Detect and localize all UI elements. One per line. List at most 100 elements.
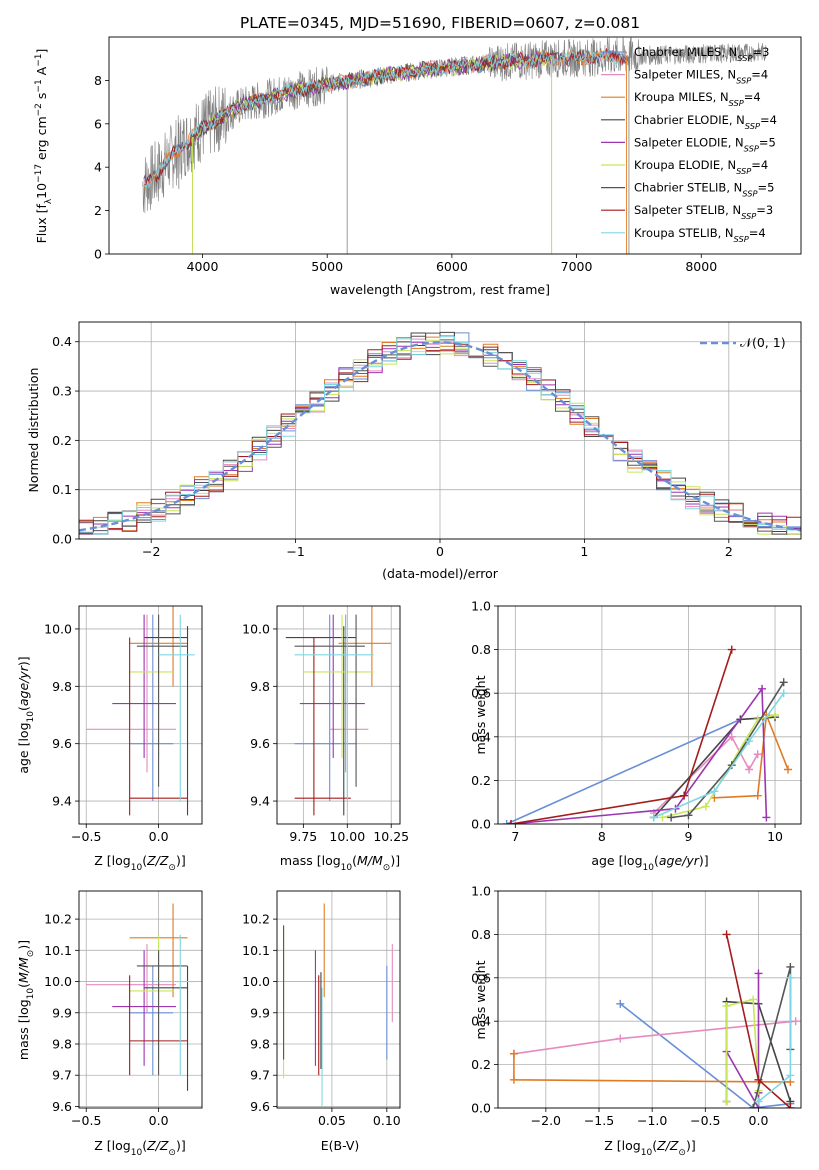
residual-histogram-9	[79, 336, 801, 535]
weight-marker-7	[749, 1104, 758, 1108]
weight-marker-9	[649, 813, 658, 822]
weight-marker-7	[684, 811, 693, 820]
y-tick-label: 1.0	[471, 599, 491, 614]
weight-marker-6	[722, 1002, 731, 1011]
y-axis-label: mass weight	[473, 960, 488, 1039]
x-tick-label: 7000	[561, 259, 593, 274]
weight-marker-7	[786, 962, 795, 971]
x-tick-label: 0.0	[749, 1113, 769, 1128]
x-tick-label: 9	[684, 829, 692, 844]
y-tick-label: 0.4	[471, 1014, 491, 1029]
weight-marker-2	[616, 1034, 625, 1043]
x-axis-label: Z [log10(Z/Z⊙)]	[94, 853, 185, 873]
legend-label: Salpeter STELIB, NSSP=3	[634, 203, 773, 221]
y-tick-label: 10.2	[242, 912, 270, 927]
x-tick-label: 1	[580, 544, 588, 559]
y-tick-label: 10.0	[44, 974, 72, 989]
weight-marker-3	[753, 791, 762, 800]
y-tick-label: 9.6	[52, 736, 72, 751]
x-tick-label: −0.5	[71, 829, 101, 844]
y-axis-label: Flux [fλ10−17 erg cm−2 s−1 A−1]	[34, 49, 54, 244]
axes-frame	[276, 605, 401, 825]
legend-label: Kroupa ELODIE, NSSP=4	[634, 158, 768, 176]
y-tick-label: 9.8	[52, 1036, 72, 1051]
weight-marker-9	[710, 787, 719, 796]
x-tick-label: 5000	[311, 259, 343, 274]
y-tick-label: 9.6	[250, 736, 270, 751]
weight-marker-2	[727, 732, 736, 741]
x-axis-label: age [log10(age/yr)]	[591, 853, 708, 873]
y-tick-label: 9.7	[52, 1068, 72, 1083]
weight-marker-6	[771, 711, 780, 719]
weight-line-3	[714, 714, 789, 799]
x-axis-label: wavelength [Angstrom, rest frame]	[330, 282, 550, 297]
y-tick-label: 10.0	[242, 621, 270, 636]
legend-label: Chabrier MILES, NSSP=3	[634, 45, 769, 63]
legend-label: Chabrier STELIB, NSSP=5	[634, 181, 774, 199]
y-tick-label: 9.6	[52, 1099, 72, 1114]
x-tick-label: 7	[511, 829, 519, 844]
y-tick-label: 4	[94, 160, 102, 175]
x-tick-label: 0.0	[149, 1113, 169, 1128]
y-tick-label: 10.2	[44, 912, 72, 927]
x-tick-label: 9.75	[289, 829, 317, 844]
weight-marker-9	[754, 1097, 763, 1106]
y-tick-label: 0.4	[52, 334, 72, 349]
y-tick-label: 0.2	[471, 1057, 491, 1072]
y-tick-label: 10.1	[242, 943, 270, 958]
axes-frame	[78, 890, 203, 1109]
y-axis-label: mass weight	[473, 675, 488, 754]
x-tick-label: 10.25	[373, 829, 409, 844]
x-tick-label: 8	[598, 829, 606, 844]
x-tick-label: 8000	[685, 259, 717, 274]
legend-label: Chabrier ELODIE, NSSP=4	[634, 113, 777, 131]
y-tick-label: 0.0	[471, 817, 491, 832]
axes-frame	[78, 321, 802, 540]
weight-marker-6	[701, 802, 710, 811]
y-tick-label: 9.4	[250, 794, 270, 809]
axes-frame	[276, 890, 401, 1109]
axes-frame	[497, 890, 802, 1109]
x-tick-label: 0	[436, 544, 444, 559]
y-tick-label: 6	[94, 116, 102, 131]
y-tick-label: 0.0	[52, 532, 72, 547]
y-tick-label: 9.6	[250, 1099, 270, 1114]
weight-marker-5	[758, 684, 767, 693]
y-tick-label: 9.8	[250, 1036, 270, 1051]
y-tick-label: 9.8	[52, 679, 72, 694]
x-tick-label: −1.0	[637, 1113, 667, 1128]
y-tick-label: 9.7	[250, 1068, 270, 1083]
x-tick-label: −0.5	[690, 1113, 720, 1128]
y-tick-label: 0.2	[52, 433, 72, 448]
mass-vs-metallicity-panel: −0.5 0.0 9.6 9.7 9.8 9.9 10.0 10.1 10.2 Z [log10(…	[16, 890, 203, 1158]
y-tick-label: 10.1	[44, 943, 72, 958]
weight-line-6	[725, 998, 760, 1102]
weight-line-5	[510, 686, 768, 824]
y-tick-label: 0.8	[471, 642, 491, 657]
legend-label: 𝒩(0, 1)	[740, 335, 786, 350]
weight-marker-7	[779, 678, 788, 687]
x-axis-label: mass [log10(M/M⊙)]	[280, 853, 400, 873]
residuals-panel: −2 −1 0 1 2 0.0 0.1 0.2 0.3 0.4 𝒩(0, 1) (data-model…	[26, 321, 802, 581]
legend-label: Salpeter ELODIE, NSSP=5	[634, 135, 776, 153]
weight-marker-2	[791, 1017, 800, 1026]
x-tick-label: 6000	[436, 259, 468, 274]
x-tick-label: 4000	[187, 259, 219, 274]
weight-marker-8	[506, 820, 515, 824]
y-tick-label: 0.4	[471, 729, 491, 744]
y-tick-label: 0.6	[471, 686, 491, 701]
spectrum-panel: 4000 5000 6000 7000 8000 0 2 4 6 8 Chabrier MILES,…	[34, 36, 802, 297]
weight-line-7	[670, 681, 785, 819]
x-axis-label: E(B-V)	[321, 1138, 360, 1153]
weight-marker-9	[779, 689, 788, 698]
x-tick-label: 0.0	[149, 829, 169, 844]
weight-marker-3	[784, 765, 793, 774]
weight-marker-6	[722, 1097, 731, 1106]
x-axis-label: Z [log10(Z/Z⊙)]	[604, 1138, 695, 1158]
weight-line-1	[619, 1003, 791, 1108]
weight-marker-3	[509, 1049, 518, 1058]
y-axis-label: age [log10(age/yr)]	[16, 656, 36, 773]
weight-marker-9	[786, 973, 795, 982]
legend-label: Salpeter MILES, NSSP=4	[634, 68, 768, 86]
